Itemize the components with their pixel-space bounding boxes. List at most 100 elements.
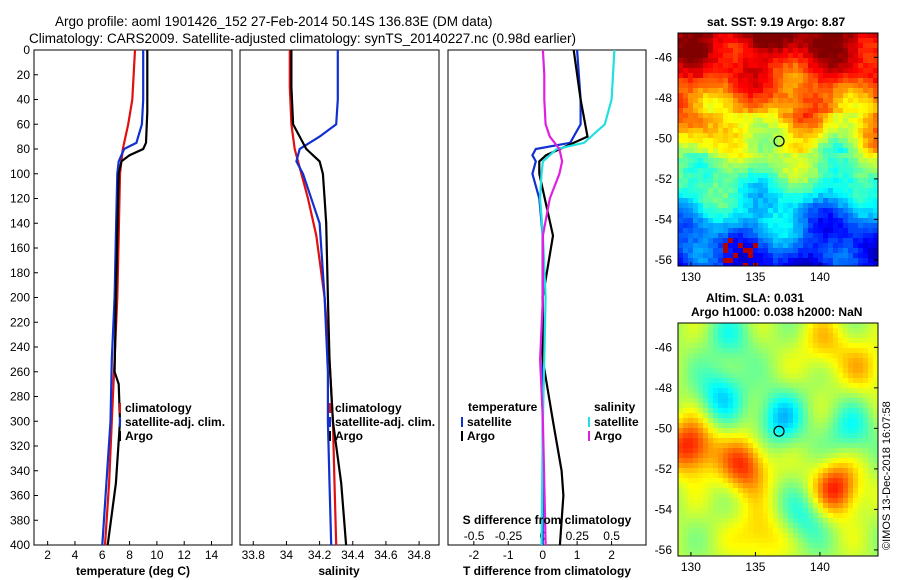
title-line2: Climatology: CARS2009. Satellite-adjuste… [29, 31, 576, 46]
sla-map-title-line1: Altim. SLA: 0.031 [706, 291, 804, 305]
sst-map-panel: sat. SST: 9.19 Argo: 8.87 130 135 140 -46 -4… [655, 15, 879, 284]
legend-satellite-adj: satellite-adj. clim. [335, 415, 435, 429]
depth-tick-label: 200 [10, 291, 30, 305]
salinity-climatology-line [288, 50, 338, 546]
depth-tick-label: 360 [10, 489, 30, 503]
x-tick-label: 34.4 [341, 548, 365, 562]
sla-map-axes: 130 135 140 -46 -48 -50 -52 -54 -56 [655, 340, 878, 574]
lon-tick-label: 140 [810, 270, 830, 284]
lon-tick-label: 135 [745, 270, 765, 284]
depth-tick-label: 160 [10, 241, 30, 255]
depth-tick-label: 400 [10, 538, 30, 552]
depth-tick-label: 280 [10, 390, 30, 404]
temperature-argo-line [106, 50, 149, 546]
temperature-series [101, 49, 149, 546]
x-tick-label: -2 [468, 548, 479, 562]
temperature-axis-ticks: 2 4 6 8 10 12 14 [44, 541, 219, 562]
legend-climatology: climatology [125, 401, 192, 415]
depth-tick-label: 100 [10, 167, 30, 181]
depth-tick-label: 260 [10, 365, 30, 379]
difference-legend: temperature satellite Argo salinity sate… [461, 400, 639, 443]
salinity-xlabel: salinity [318, 564, 360, 578]
salinity-panel: 33.8 34 34.2 34.4 34.6 34.8 climatology satel… [239, 49, 440, 578]
s-difference-label: S difference from climatology [463, 513, 632, 527]
legend-salinity-title: salinity [594, 400, 636, 414]
x-tick-label: 2 [44, 548, 51, 562]
s-argo-line [538, 49, 564, 546]
legend-s-satellite: satellite [594, 415, 639, 429]
depth-tick-label: 220 [10, 315, 30, 329]
s-tick-label: -0.5 [464, 529, 485, 543]
difference-series [531, 49, 616, 546]
x-tick-label: 34.8 [407, 548, 431, 562]
temperature-climatology-line [103, 49, 137, 546]
lon-tick-label: 140 [810, 560, 830, 574]
depth-tick-label: 240 [10, 340, 30, 354]
legend-s-argo: Argo [594, 429, 622, 443]
legend-temperature-title: temperature [468, 400, 538, 414]
depth-tick-label: 0 [23, 43, 30, 57]
x-tick-label: 6 [99, 548, 106, 562]
depth-tick-label: 40 [17, 93, 31, 107]
depth-axis-ticks: 0 20 40 60 80 100 120 140 160 180 200 220 240 260 280 3… [10, 43, 38, 552]
t-difference-axis-ticks: -2 -1 0 1 2 [468, 541, 615, 562]
lat-tick-label: -52 [655, 172, 673, 186]
t-argo-line [538, 49, 589, 546]
x-tick-label: 10 [150, 548, 164, 562]
depth-tick-label: 120 [10, 192, 30, 206]
depth-tick-label: 20 [17, 68, 31, 82]
x-tick-label: 14 [205, 548, 219, 562]
lat-tick-label: -54 [655, 502, 673, 516]
temperature-panel: 0 20 40 60 80 100 120 140 160 180 200 220 240 260 280 3… [10, 43, 233, 578]
x-tick-label: 34 [280, 548, 294, 562]
salinity-series [288, 50, 348, 546]
legend-t-satellite: satellite [467, 415, 512, 429]
lat-tick-label: -50 [655, 131, 673, 145]
temperature-xlabel: temperature (deg C) [76, 564, 190, 578]
lon-tick-label: 130 [681, 270, 701, 284]
salinity-satellite-adj-line [295, 50, 339, 546]
lat-tick-label: -48 [655, 91, 673, 105]
salinity-axis-ticks: 33.8 34 34.2 34.4 34.6 34.8 [242, 541, 431, 562]
sla-map-panel: Altim. SLA: 0.031 Argo h1000: 0.038 h200… [655, 291, 879, 574]
lat-tick-label: -50 [655, 421, 673, 435]
lat-tick-label: -52 [655, 462, 673, 476]
legend-t-argo: Argo [467, 429, 495, 443]
sla-heatmap [678, 323, 878, 556]
legend-argo: Argo [125, 429, 153, 443]
temperature-legend: climatology satellite-adj. clim. Argo [119, 401, 225, 443]
depth-tick-label: 140 [10, 216, 30, 230]
depth-tick-label: 380 [10, 513, 30, 527]
argo-location-marker [773, 425, 785, 437]
depth-tick-label: 300 [10, 414, 30, 428]
salinity-argo-line [290, 50, 348, 546]
legend-argo: Argo [335, 429, 363, 443]
lat-tick-label: -54 [655, 212, 673, 226]
s-satellite-line [538, 49, 616, 546]
sst-heatmap [678, 33, 878, 266]
argo-location-marker [773, 135, 785, 147]
lat-tick-label: -56 [655, 253, 673, 267]
lat-tick-label: -46 [655, 340, 673, 354]
s-tick-label: 0.25 [566, 529, 590, 543]
lat-tick-label: -56 [655, 543, 673, 557]
title-line1: Argo profile: aoml 1901426_152 27-Feb-20… [55, 14, 493, 29]
depth-tick-label: 180 [10, 266, 30, 280]
x-tick-label: 33.8 [242, 548, 266, 562]
legend-satellite-adj: satellite-adj. clim. [125, 415, 225, 429]
temperature-satellite-adj-line [101, 50, 145, 546]
lat-tick-label: -46 [655, 50, 673, 64]
imos-timestamp: ©IMOS 13-Dec-2018 16:07:58 [881, 401, 893, 550]
lat-tick-label: -48 [655, 381, 673, 395]
s-tick-label: 0.5 [603, 529, 620, 543]
x-tick-label: 8 [126, 548, 133, 562]
depth-tick-label: 80 [17, 142, 31, 156]
lon-tick-label: 135 [745, 560, 765, 574]
depth-tick-label: 320 [10, 439, 30, 453]
s-tick-label: -0.25 [495, 529, 523, 543]
x-tick-label: 4 [72, 548, 79, 562]
depth-tick-label: 60 [17, 117, 31, 131]
salinity-legend: climatology satellite-adj. clim. Argo [329, 401, 435, 443]
x-tick-label: -1 [503, 548, 514, 562]
